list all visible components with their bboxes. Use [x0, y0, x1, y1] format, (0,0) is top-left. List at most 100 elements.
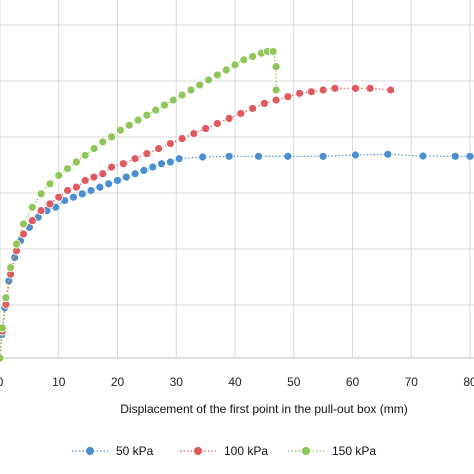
- data-point: [186, 85, 196, 95]
- data-point: [212, 119, 222, 128]
- data-point: [201, 124, 211, 133]
- data-point: [139, 165, 149, 175]
- data-point: [104, 179, 114, 189]
- data-point: [36, 206, 46, 216]
- data-point: [0, 323, 7, 333]
- series-line: [0, 153, 470, 359]
- data-point: [248, 52, 258, 61]
- data-point: [154, 144, 164, 154]
- data-point: [130, 154, 140, 164]
- x-tick-label: 10: [52, 375, 66, 389]
- data-point: [165, 157, 175, 167]
- data-point: [195, 80, 205, 90]
- data-point: [351, 83, 360, 93]
- x-tick-label: 60: [346, 375, 360, 389]
- data-point: [133, 115, 143, 125]
- data-point: [121, 172, 131, 182]
- x-tick-label: 80: [463, 375, 474, 389]
- data-point: [12, 239, 21, 249]
- data-point: [383, 149, 393, 159]
- data-point: [224, 151, 234, 161]
- data-point: [89, 144, 99, 154]
- data-point: [283, 92, 293, 102]
- data-point: [254, 151, 263, 161]
- data-point: [80, 150, 90, 160]
- data-point: [98, 169, 108, 179]
- data-point: [224, 114, 234, 123]
- gridlines: [0, 0, 474, 359]
- data-point: [248, 104, 258, 113]
- data-point: [268, 47, 278, 56]
- data-point: [98, 137, 108, 147]
- data-point: [142, 110, 152, 120]
- data-point: [124, 120, 134, 130]
- data-point: [113, 176, 122, 185]
- data-point: [19, 219, 28, 229]
- data-point: [77, 189, 87, 199]
- x-tick-label: 70: [405, 375, 419, 389]
- data-point: [80, 176, 90, 185]
- data-point: [174, 154, 184, 164]
- data-point: [418, 151, 428, 161]
- data-point: [160, 100, 169, 110]
- data-point: [151, 105, 161, 115]
- data-point: [36, 189, 46, 199]
- data-point: [107, 162, 117, 172]
- data-point: [450, 151, 460, 161]
- data-point: [69, 192, 78, 202]
- data-point: [157, 159, 166, 169]
- data-point: [386, 85, 396, 95]
- data-point: [107, 132, 117, 142]
- data-point: [189, 129, 199, 138]
- data-point: [45, 179, 55, 189]
- data-point: [95, 182, 105, 192]
- data-point: [45, 199, 55, 209]
- x-axis-ticks: 0 10 20 30 40 50 60 70 80: [0, 375, 474, 389]
- data-point: [330, 83, 340, 93]
- data-point: [177, 134, 187, 143]
- data-point: [130, 169, 140, 179]
- series-2: [0, 83, 396, 363]
- data-point: [71, 157, 81, 167]
- data-point: [63, 164, 72, 174]
- data-point: [19, 229, 28, 239]
- data-point: [283, 151, 293, 161]
- x-tick-label: 50: [287, 375, 301, 389]
- data-point: [168, 95, 178, 105]
- data-point: [0, 353, 5, 363]
- legend-marker: [193, 446, 203, 456]
- data-point: [89, 172, 99, 182]
- data-point: [27, 202, 37, 212]
- series-1: [0, 149, 474, 363]
- data-point: [271, 85, 281, 95]
- legend-item: 100 kPa: [180, 444, 268, 458]
- x-tick-label: 40: [228, 375, 242, 389]
- data-point: [306, 87, 316, 97]
- x-axis-label: Displacement of the first point in the p…: [120, 402, 407, 416]
- data-point: [118, 159, 128, 169]
- legend-item: 150 kPa: [288, 444, 376, 458]
- data-point: [351, 150, 360, 160]
- data-point: [204, 75, 213, 85]
- series-layer: [0, 47, 474, 363]
- data-point: [148, 162, 158, 172]
- x-tick-label: 0: [0, 375, 4, 389]
- data-point: [177, 90, 187, 100]
- data-point: [318, 151, 328, 161]
- data-point: [465, 151, 474, 161]
- legend-marker: [301, 446, 311, 456]
- data-point: [239, 55, 249, 65]
- data-point: [165, 139, 175, 149]
- x-tick-label: 20: [111, 375, 125, 389]
- data-point: [86, 186, 96, 195]
- data-point: [1, 293, 11, 303]
- x-tick-label: 30: [170, 375, 184, 389]
- legend-marker: [85, 446, 95, 456]
- data-point: [71, 182, 81, 192]
- legend-item: 50 kPa: [72, 444, 154, 458]
- data-point: [221, 65, 231, 75]
- series-3: [0, 47, 281, 363]
- legend: 50 kPa 100 kPa 150 kPa: [72, 444, 376, 458]
- data-point: [295, 88, 305, 98]
